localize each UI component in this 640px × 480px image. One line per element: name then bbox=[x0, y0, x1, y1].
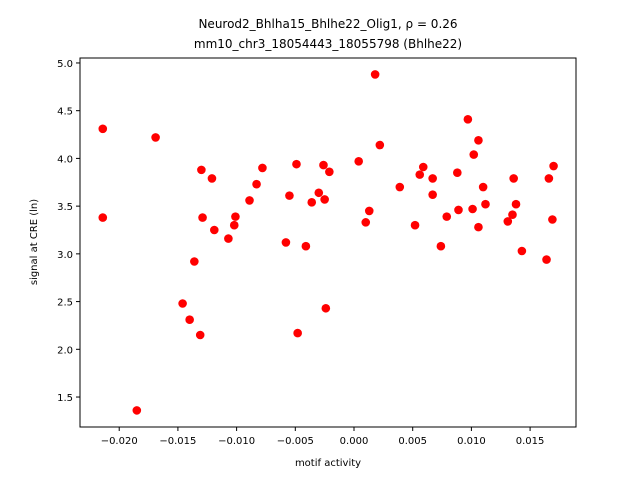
x-axis-label: motif activity bbox=[295, 458, 361, 469]
point bbox=[542, 255, 551, 264]
point bbox=[428, 174, 437, 183]
chart-subtitle: mm10_chr3_18054443_18055798 (Bhlhe22) bbox=[194, 37, 462, 51]
point bbox=[231, 212, 240, 221]
point bbox=[463, 114, 473, 124]
point bbox=[258, 163, 267, 173]
point bbox=[418, 162, 428, 172]
y-tick-label: 3.5 bbox=[57, 202, 73, 213]
y-tick-label: 4.0 bbox=[57, 154, 73, 165]
point bbox=[224, 234, 233, 243]
point bbox=[210, 225, 219, 235]
y-tick-label: 2.0 bbox=[57, 345, 73, 356]
point bbox=[428, 190, 437, 199]
point bbox=[442, 212, 452, 221]
point bbox=[508, 210, 517, 220]
y-tick-label: 5.0 bbox=[57, 59, 73, 70]
point bbox=[469, 150, 479, 159]
point bbox=[321, 303, 331, 313]
point bbox=[307, 198, 317, 207]
point bbox=[229, 220, 239, 230]
point bbox=[511, 199, 521, 209]
point bbox=[453, 168, 462, 178]
point bbox=[98, 213, 108, 222]
y-tick-label: 1.5 bbox=[57, 393, 73, 404]
point bbox=[293, 328, 302, 338]
point bbox=[410, 220, 420, 230]
point bbox=[544, 174, 554, 183]
point bbox=[195, 330, 205, 340]
chart-title: Neurod2_Bhlha15_Bhlhe22_Olig1, ρ = 0.26 bbox=[198, 17, 457, 31]
point bbox=[481, 199, 490, 209]
point bbox=[364, 206, 374, 216]
point bbox=[151, 133, 160, 142]
point bbox=[252, 179, 261, 189]
x-tick-label: 0.015 bbox=[516, 436, 545, 447]
point bbox=[478, 182, 488, 192]
plot-frame bbox=[79, 57, 577, 428]
point bbox=[197, 165, 206, 175]
point bbox=[454, 205, 463, 215]
point bbox=[325, 167, 334, 177]
point bbox=[474, 135, 483, 145]
point bbox=[319, 160, 328, 170]
y-tick-label: 2.5 bbox=[57, 298, 73, 309]
point bbox=[361, 218, 371, 227]
y-tick-label: 3.0 bbox=[57, 250, 73, 261]
x-tick-label: −0.010 bbox=[218, 436, 255, 447]
x-tick-label: −0.020 bbox=[101, 436, 138, 447]
point bbox=[198, 213, 207, 222]
x-tick-label: 0.010 bbox=[457, 436, 486, 447]
point bbox=[185, 315, 194, 325]
point bbox=[98, 124, 108, 134]
x-tick-label: 0.000 bbox=[340, 436, 369, 447]
x-tick-label: −0.005 bbox=[277, 436, 314, 447]
point bbox=[395, 182, 405, 192]
point bbox=[207, 174, 217, 183]
point bbox=[436, 241, 446, 251]
point bbox=[549, 161, 558, 171]
point bbox=[503, 217, 513, 226]
point bbox=[292, 159, 301, 169]
point bbox=[301, 241, 311, 251]
point bbox=[354, 156, 363, 166]
point bbox=[281, 238, 291, 247]
y-tick-label: 4.5 bbox=[57, 107, 73, 118]
point bbox=[245, 196, 254, 205]
point bbox=[132, 406, 142, 415]
point bbox=[190, 257, 199, 266]
x-tick-label: −0.015 bbox=[159, 436, 196, 447]
point bbox=[375, 140, 385, 150]
point bbox=[320, 195, 329, 204]
point bbox=[178, 299, 187, 308]
point bbox=[314, 188, 324, 198]
point bbox=[548, 215, 557, 224]
point bbox=[285, 191, 294, 200]
point bbox=[370, 70, 380, 79]
point bbox=[468, 204, 477, 214]
point bbox=[474, 222, 483, 232]
point bbox=[415, 170, 425, 179]
point bbox=[517, 246, 527, 256]
point bbox=[509, 174, 518, 183]
x-tick-label: 0.005 bbox=[398, 436, 427, 447]
y-axis-label: signal at CRE (ln) bbox=[29, 199, 40, 285]
